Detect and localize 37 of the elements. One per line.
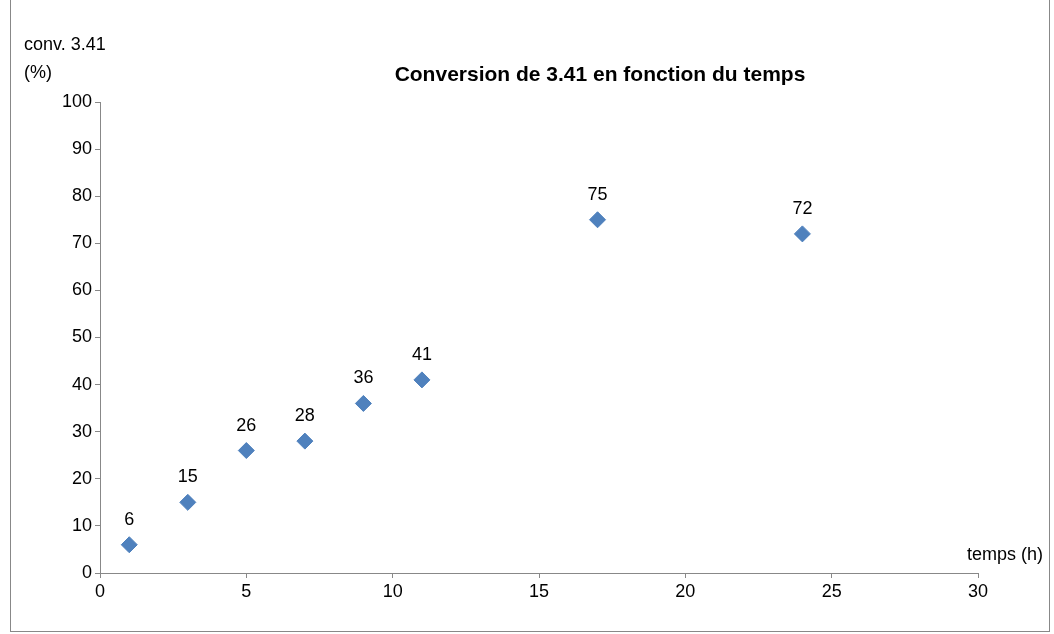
data-label: 6 [124,508,135,529]
point [413,371,431,389]
data-label: 36 [353,367,374,388]
point [296,432,314,450]
chart-title: Conversion de 3.41 en fonction du temps [393,62,807,86]
y-tick-label: 20 [71,467,92,488]
point [589,211,607,229]
point [354,394,372,412]
point [179,493,197,511]
point [120,536,138,554]
data-label: 75 [587,183,608,204]
y-tick-label: 40 [71,373,92,394]
x-tick-label: 30 [967,580,989,601]
x-tick-label: 20 [675,580,696,601]
y-tick-label: 60 [71,279,92,300]
point [237,442,255,460]
x-tick-label: 5 [241,580,252,601]
y-tick-label: 70 [71,232,92,253]
y-tick-label: 10 [71,514,92,535]
data-label: 72 [792,197,813,218]
data-label: 26 [236,414,257,435]
data-label: 15 [177,466,198,487]
y-tick-label: 30 [71,420,92,441]
x-tick-label: 25 [821,580,842,601]
point [793,225,811,243]
y-tick-label: 90 [71,138,92,159]
x-tick-label: 15 [528,580,550,601]
y-tick-label: 50 [71,326,92,347]
y-axis-title: conv. 3.41 (%) [24,33,107,84]
x-tick-label: 0 [94,580,106,601]
data-label: 28 [294,405,315,426]
y-tick-label: 0 [81,561,92,582]
data-label: 41 [411,343,432,364]
x-tick-label: 10 [382,580,403,601]
y-tick-label: 80 [71,185,92,206]
y-tick-label: 100 [61,90,92,111]
x-axis-title: temps (h) [966,543,1044,566]
